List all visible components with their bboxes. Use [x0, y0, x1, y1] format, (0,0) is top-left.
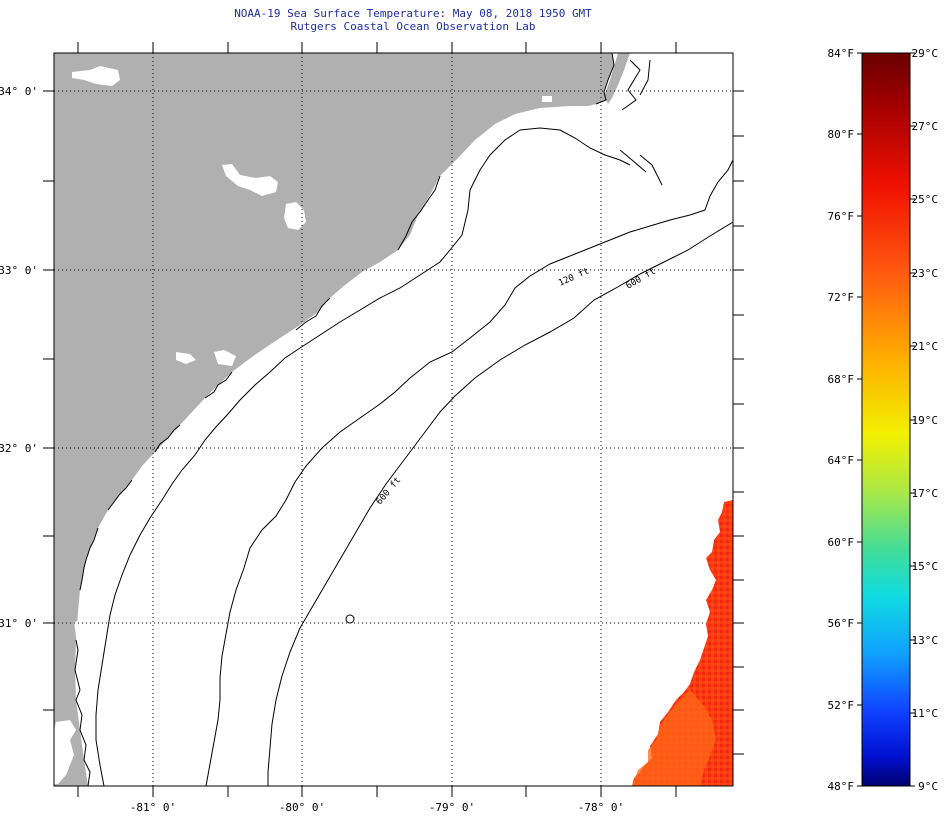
colorbar-f-label: 60°F: [828, 536, 855, 549]
map-subtitle: Rutgers Coastal Ocean Observation Lab: [290, 20, 536, 33]
colorbar-c-label: 29°C: [912, 47, 939, 60]
y-axis-label-33: 33° 0': [0, 264, 38, 277]
colorbar-ticks: [857, 52, 915, 787]
colorbar-f-label: 84°F: [828, 47, 855, 60]
x-axis-label-79: -79° 0': [429, 801, 475, 814]
colorbar-f-label: 48°F: [828, 780, 855, 793]
x-axis-label-78: -78° 0': [578, 801, 624, 814]
colorbar-f-label: 52°F: [828, 699, 855, 712]
colorbar-c-label: 19°C: [912, 414, 939, 427]
map-title: NOAA-19 Sea Surface Temperature: May 08,…: [234, 7, 592, 20]
colorbar-f-label: 56°F: [828, 617, 855, 630]
colorbar-f-label: 76°F: [828, 210, 855, 223]
colorbar-f-label: 64°F: [828, 454, 855, 467]
contour-120ft: [205, 159, 733, 786]
axis-ticks: [43, 42, 744, 797]
colorbar-f-label: 80°F: [828, 128, 855, 141]
contour-600ft: [267, 221, 733, 786]
coastline: [74, 53, 615, 786]
colorbar-c-label: 11°C: [912, 707, 939, 720]
y-axis-label-31: 31° 0': [0, 617, 38, 630]
map-border: [53, 52, 734, 787]
colorbar-c-label: 9°C: [918, 780, 938, 793]
cloud-patches: [54, 66, 552, 784]
colorbar-c-label: 23°C: [912, 267, 939, 280]
land-mass: [54, 53, 614, 786]
colorbar-c-label: 15°C: [912, 560, 939, 573]
colorbar: [861, 52, 911, 787]
colorbar-c-label: 25°C: [912, 193, 939, 206]
y-axis-label-32: 32° 0': [0, 442, 38, 455]
nearshore-contour: [95, 127, 631, 786]
colorbar-c-label: 21°C: [912, 340, 939, 353]
y-axis-label-34: 34° 0': [0, 85, 38, 98]
colorbar-f-label: 72°F: [828, 291, 855, 304]
sst-mid-region: [632, 690, 716, 786]
x-axis-label-80: -80° 0': [279, 801, 325, 814]
colorbar-c-label: 27°C: [912, 120, 939, 133]
estuary-lines: [619, 59, 663, 186]
x-axis-label-81: -81° 0': [130, 801, 176, 814]
colorbar-c-label: 13°C: [912, 634, 939, 647]
colorbar-f-label: 68°F: [828, 373, 855, 386]
colorbar-c-label: 17°C: [912, 487, 939, 500]
